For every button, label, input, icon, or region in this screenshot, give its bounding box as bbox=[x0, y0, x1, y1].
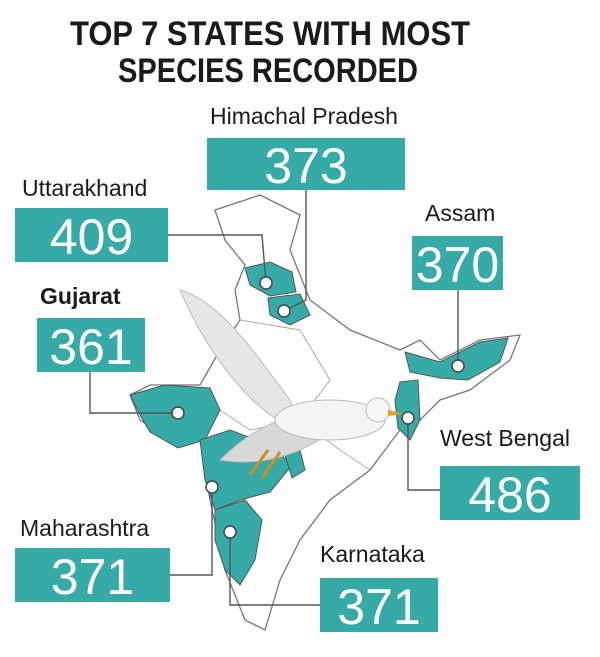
leader-line bbox=[89, 372, 178, 414]
state-value: 409 bbox=[50, 209, 133, 265]
state-marker bbox=[171, 406, 185, 420]
bird bbox=[179, 289, 404, 479]
title-line: SPECIES RECORDED bbox=[118, 52, 418, 90]
state-value: 371 bbox=[51, 549, 134, 605]
state-name: Himachal Pradesh bbox=[210, 103, 398, 129]
state-name: Karnataka bbox=[320, 541, 425, 567]
value-box bbox=[207, 138, 405, 190]
state-name: Gujarat bbox=[40, 283, 121, 309]
leader-line bbox=[168, 234, 267, 284]
state-name: Uttarakhand bbox=[22, 175, 147, 201]
title-line: TOP 7 STATES WITH MOST bbox=[70, 15, 470, 53]
value-box bbox=[412, 236, 503, 290]
state-name: Assam bbox=[425, 200, 495, 226]
state-marker bbox=[401, 411, 415, 425]
leader-line bbox=[283, 190, 307, 312]
leader-line bbox=[229, 532, 320, 606]
value-box bbox=[37, 318, 145, 372]
state-value: 361 bbox=[49, 319, 132, 375]
state-value: 373 bbox=[264, 138, 347, 194]
leader-line bbox=[170, 487, 213, 576]
state-marker bbox=[451, 359, 465, 373]
state-value: 486 bbox=[468, 467, 551, 523]
state-marker bbox=[259, 276, 273, 290]
state-name: Maharashtra bbox=[20, 515, 149, 541]
value-box bbox=[15, 548, 170, 602]
state-marker bbox=[277, 304, 291, 318]
value-box bbox=[320, 578, 438, 632]
state-marker bbox=[205, 480, 219, 494]
state-name: West Bengal bbox=[440, 425, 570, 451]
value-box bbox=[440, 466, 580, 520]
value-box bbox=[15, 208, 168, 262]
state-value: 371 bbox=[337, 579, 420, 635]
leader-line bbox=[407, 418, 440, 491]
state-marker bbox=[223, 525, 237, 539]
state-value: 370 bbox=[416, 237, 499, 293]
